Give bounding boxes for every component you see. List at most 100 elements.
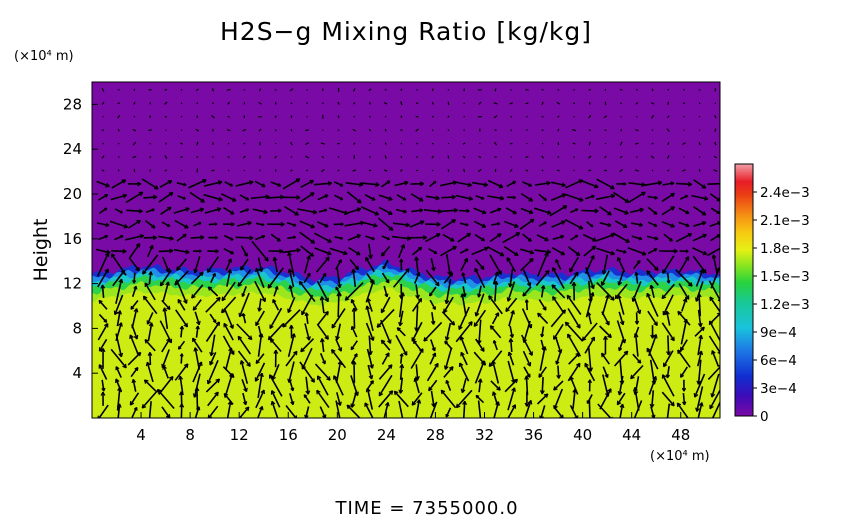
- wind-vector: [692, 255, 707, 274]
- wind-vector: [380, 180, 391, 188]
- wind-vector: [431, 101, 434, 105]
- x-tick-label: 16: [279, 426, 298, 444]
- wind-vector: [557, 128, 560, 132]
- wind-vector: [175, 309, 189, 328]
- wind-vector: [552, 296, 565, 314]
- wind-vector: [538, 193, 547, 202]
- wind-vector: [376, 308, 395, 328]
- wind-vector: [634, 326, 640, 337]
- wind-vector: [425, 233, 441, 243]
- wind-vector: [571, 282, 577, 301]
- wind-vector: [128, 242, 141, 260]
- wind-vector: [489, 325, 502, 339]
- wind-vector: [162, 256, 170, 273]
- wind-vector: [586, 394, 593, 404]
- wind-vector: [488, 350, 503, 368]
- wind-vector: [415, 115, 419, 118]
- wind-vector: [320, 168, 325, 173]
- wind-vector: [635, 156, 638, 158]
- wind-vector: [255, 353, 265, 365]
- wind-vector: [207, 391, 219, 407]
- wind-vector: [399, 363, 405, 380]
- wind-vector: [682, 88, 685, 91]
- wind-vector: [378, 194, 393, 201]
- wind-vector: [176, 233, 187, 242]
- wind-vector: [409, 220, 425, 228]
- wind-vector: [365, 256, 375, 273]
- wind-vector: [224, 181, 234, 187]
- wind-vector: [462, 400, 468, 418]
- wind-vector: [494, 129, 497, 132]
- wind-vector: [537, 312, 549, 324]
- wind-vector: [164, 88, 168, 91]
- wind-vector: [407, 235, 427, 241]
- wind-vector: [599, 222, 612, 228]
- wind-vector: [572, 142, 576, 145]
- wind-vector: [221, 281, 236, 302]
- wind-vector: [128, 257, 140, 272]
- wind-vector: [588, 129, 591, 132]
- wind-vector: [564, 193, 584, 202]
- wind-vector: [241, 286, 247, 298]
- wind-vector: [288, 324, 294, 339]
- wind-vector: [520, 207, 534, 215]
- wind-vector: [315, 256, 330, 273]
- wind-vector: [646, 235, 659, 241]
- wind-vector: [384, 128, 387, 132]
- wind-vector: [447, 129, 450, 132]
- wind-vector: [539, 377, 545, 395]
- wind-vector: [314, 247, 332, 256]
- wind-vector: [463, 102, 465, 105]
- wind-vector: [368, 243, 373, 259]
- wind-vector: [289, 380, 295, 392]
- wind-vector: [536, 393, 549, 405]
- wind-vector: [352, 88, 356, 92]
- wind-vector: [282, 178, 301, 190]
- wind-vector: [650, 155, 655, 159]
- wind-vector: [634, 272, 639, 284]
- wind-vector: [98, 338, 108, 352]
- wind-vector: [114, 234, 124, 241]
- wind-vector: [149, 115, 151, 119]
- wind-vector: [647, 206, 658, 215]
- wind-vector: [504, 220, 519, 229]
- wind-vector: [493, 115, 498, 119]
- wind-vector: [300, 338, 315, 353]
- wind-vector: [378, 374, 393, 397]
- wind-vector: [160, 206, 172, 215]
- wind-vector: [616, 392, 626, 406]
- wind-vector: [430, 258, 436, 272]
- wind-vector: [133, 168, 136, 173]
- wind-vector: [697, 309, 703, 328]
- wind-vector: [191, 337, 203, 353]
- wind-vector: [474, 267, 486, 289]
- wind-vector: [177, 195, 186, 200]
- wind-vector: [538, 299, 547, 311]
- wind-vector: [494, 88, 497, 92]
- wind-vector: [678, 207, 690, 215]
- wind-vector: [243, 142, 246, 145]
- wind-vector: [306, 169, 309, 172]
- wind-vector: [651, 142, 654, 145]
- wind-vector: [130, 300, 139, 310]
- wind-vector: [460, 257, 469, 272]
- wind-vector: [239, 406, 250, 418]
- wind-vector: [681, 379, 687, 392]
- wind-vector: [290, 156, 293, 158]
- wind-vector: [365, 380, 374, 391]
- wind-vector: [447, 115, 450, 118]
- wind-vector: [145, 208, 155, 213]
- wind-vector: [398, 400, 404, 418]
- wind-vector: [697, 402, 704, 418]
- wind-vector: [300, 179, 314, 189]
- wind-vector: [584, 336, 596, 354]
- wind-vector: [239, 258, 249, 271]
- wind-vector: [206, 256, 220, 273]
- wind-vector: [258, 128, 262, 132]
- wind-vector: [240, 245, 248, 257]
- wind-vector: [290, 128, 293, 132]
- wind-vector: [223, 307, 234, 329]
- wind-vector: [679, 339, 688, 352]
- wind-vector: [630, 207, 644, 214]
